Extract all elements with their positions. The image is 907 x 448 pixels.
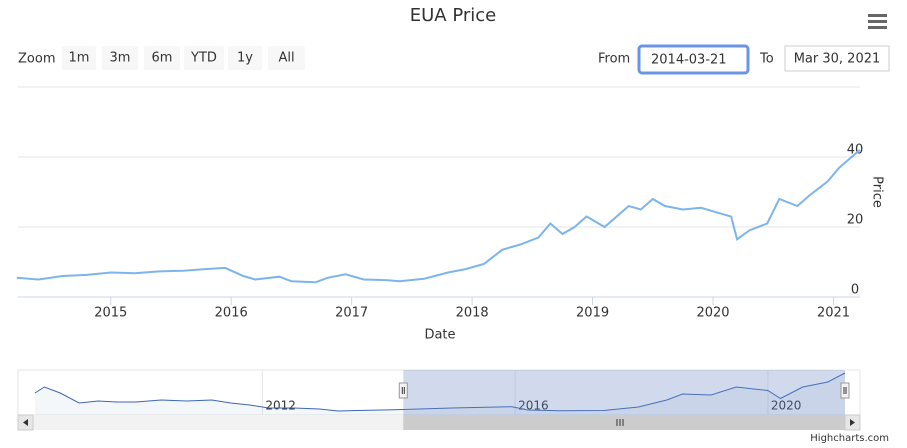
zoom-button-label: YTD [190,51,217,66]
to-label: To [759,52,774,67]
x-tick-label: 2016 [215,306,248,321]
navigator-selection[interactable] [403,370,845,415]
x-tick-label: 2015 [94,306,127,321]
zoom-label: Zoom [18,52,55,67]
zoom-button-label: 3m [110,51,131,66]
y-tick-label: 20 [847,213,864,228]
zoom-button[interactable] [102,46,138,70]
menu-bar [868,20,887,23]
navigator-area [34,373,845,415]
zoom-button-label: 1y [237,51,253,66]
y-tick-label: 40 [847,143,864,158]
menu-bar [868,14,887,17]
from-value: 2014-03-21 [651,53,727,68]
credits[interactable]: Highcharts.com [810,433,889,444]
x-tick-label: 2020 [696,306,729,321]
y-axis-title: Price [870,176,885,208]
zoom-button-label: 6m [152,51,173,66]
zoom-button[interactable] [144,46,180,70]
zoom-button[interactable] [184,46,224,70]
navigator-tick-label: 2016 [518,399,549,413]
x-tick-label: 2021 [817,306,850,321]
arrow [23,419,28,426]
menu-bar [868,26,887,29]
from-input[interactable] [637,44,750,75]
x-tick-label: 2018 [456,306,489,321]
zoom-button[interactable] [62,46,96,70]
chart-title: EUA Price [410,5,497,26]
price-line [16,149,861,284]
x-tick-label: 2017 [335,306,368,321]
navigator-handle[interactable] [840,382,850,399]
navigator-tick-label: 2020 [771,399,802,413]
navigator-handle[interactable] [398,382,408,399]
menu-button[interactable] [868,14,887,29]
zoom-button-label: 1m [69,51,90,66]
zoom-button-label: All [278,51,294,66]
scrollbar-thumb[interactable] [403,415,845,430]
arrow [850,419,855,426]
to-input[interactable] [784,45,890,72]
navigator-tick-label: 2012 [265,399,296,413]
y-tick-label: 0 [851,283,859,298]
x-axis-title: Date [424,328,455,343]
navigator-line [34,372,846,412]
x-tick-label: 2019 [576,306,609,321]
zoom-button[interactable] [228,46,262,70]
from-label: From [598,52,630,67]
zoom-button[interactable] [268,46,305,70]
to-value: Mar 30, 2021 [794,52,881,67]
